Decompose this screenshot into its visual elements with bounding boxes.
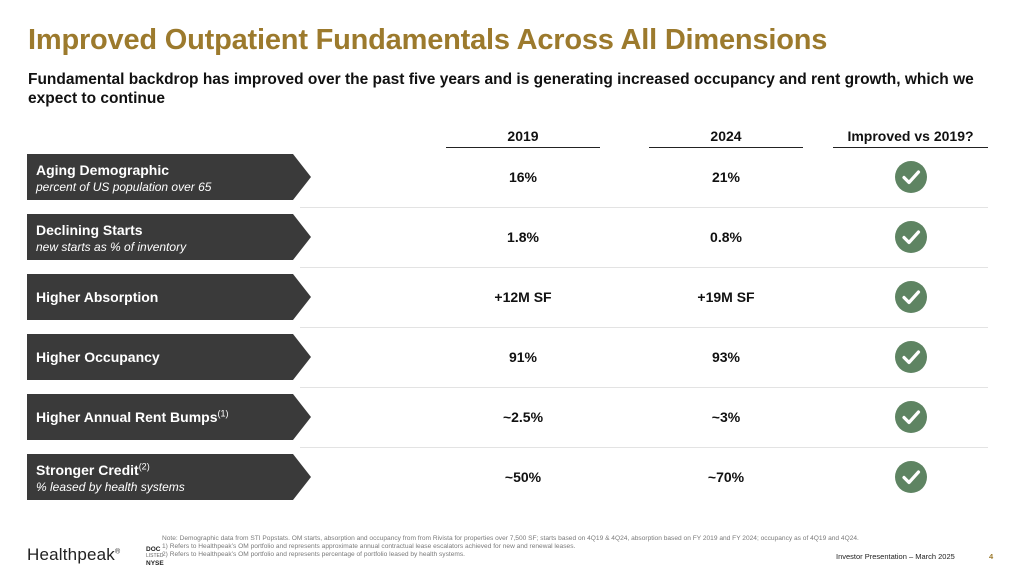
presentation-label: Investor Presentation – March 2025 xyxy=(836,552,955,561)
value-2024: ~70% xyxy=(707,469,745,485)
checkmark-circle-icon xyxy=(895,401,927,433)
page-subtitle: Fundamental backdrop has improved over t… xyxy=(28,71,974,107)
checkmark-circle-icon xyxy=(895,341,927,373)
value-2019: ~50% xyxy=(504,469,542,485)
checkmark-circle-icon xyxy=(895,281,927,313)
footnotes: Note: Demographic data from STI Popstats… xyxy=(162,535,862,559)
row-divider xyxy=(300,447,988,448)
row-sublabel: percent of US population over 65 xyxy=(36,180,212,194)
checkmark-circle-icon xyxy=(895,221,927,253)
value-2019: 16% xyxy=(508,169,538,185)
row-label-arrow: Stronger Credit(2) % leased by health sys… xyxy=(27,454,311,500)
checkmark-circle-icon xyxy=(895,461,927,493)
column-header-2024: 2024 xyxy=(649,128,803,148)
row-divider xyxy=(300,327,988,328)
footnote-1: 1) Refers to Healthpeak’s OM portfolio a… xyxy=(162,543,576,550)
table-row: Higher Occupancy 91% 93% xyxy=(0,334,1024,394)
row-sublabel: new starts as % of inventory xyxy=(36,240,187,254)
value-2019: ~2.5% xyxy=(502,409,544,425)
row-label: Higher Absorption xyxy=(36,289,159,305)
row-label-arrow: Higher Occupancy xyxy=(27,334,311,380)
footnote-marker: (1) xyxy=(217,408,229,419)
value-2019: 1.8% xyxy=(507,229,539,245)
row-label-arrow: Declining Starts new starts as % of inven… xyxy=(27,214,311,260)
value-2024: 21% xyxy=(711,169,741,185)
value-2019: +12M SF xyxy=(494,289,552,305)
row-label-arrow: Higher Absorption xyxy=(27,274,311,320)
row-sublabel: % leased by health systems xyxy=(36,480,185,494)
table-row: Declining Starts new starts as % of inven… xyxy=(0,214,1024,274)
row-divider xyxy=(300,387,988,388)
value-2019: 91% xyxy=(508,349,538,365)
note-text: Note: Demographic data from STI Popstats… xyxy=(162,535,859,542)
page-number: 4 xyxy=(989,552,994,561)
row-label: Aging Demographic xyxy=(36,162,170,178)
row-label: Declining Starts xyxy=(36,222,143,238)
healthpeak-logo: Healthpeak® xyxy=(27,545,121,564)
row-label: Higher Annual Rent Bumps(1) xyxy=(36,408,229,425)
value-2024: 0.8% xyxy=(710,229,742,245)
row-label-arrow: Aging Demographic percent of US populatio… xyxy=(27,154,311,200)
page-title: Improved Outpatient Fundamentals Across … xyxy=(28,24,828,56)
row-label-arrow: Higher Annual Rent Bumps(1) xyxy=(27,394,311,440)
row-label: Higher Occupancy xyxy=(36,349,160,365)
row-label: Stronger Credit(2) xyxy=(36,461,150,478)
value-2024: ~3% xyxy=(711,409,741,425)
value-2024: +19M SF xyxy=(697,289,755,305)
value-2024: 93% xyxy=(711,349,741,365)
row-divider xyxy=(300,207,988,208)
column-header-2019: 2019 xyxy=(446,128,600,148)
footnote-marker: (2) xyxy=(138,461,150,472)
footnote-2: 2) Refers to Healthpeak’s OM portfolio a… xyxy=(162,551,465,558)
row-divider xyxy=(300,267,988,268)
nyse-ticker-badge: DOC LISTED NYSE xyxy=(146,546,164,567)
table-row: Stronger Credit(2) % leased by health sys… xyxy=(0,454,1024,514)
checkmark-circle-icon xyxy=(895,161,927,193)
table-row: Aging Demographic percent of US populatio… xyxy=(0,154,1024,214)
table-row: Higher Annual Rent Bumps(1) ~2.5% ~3% xyxy=(0,394,1024,454)
column-header-improved: Improved vs 2019? xyxy=(833,128,988,148)
table-row: Higher Absorption +12M SF +19M SF xyxy=(0,274,1024,334)
